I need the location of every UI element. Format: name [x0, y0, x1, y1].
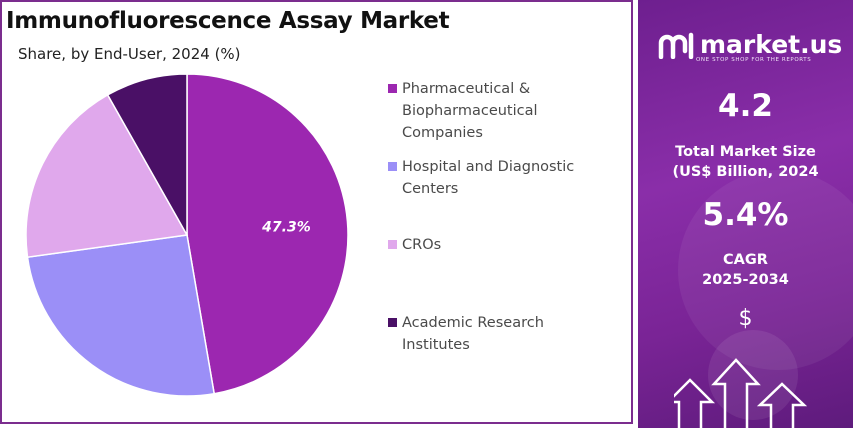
- chart-title: Immunofluorescence Assay Market: [6, 8, 450, 34]
- legend-swatch-3: [388, 318, 397, 327]
- pie-slice-1: [26, 234, 216, 397]
- legend-item-0: Pharmaceutical & Biopharmaceutical Compa…: [388, 78, 602, 144]
- legend-label-0: Pharmaceutical & Biopharmaceutical Compa…: [402, 81, 538, 141]
- legend-item-1: Hospital and Diagnostic Centers: [388, 156, 602, 200]
- legend-label-2: CROs: [402, 237, 442, 253]
- background-glow: [678, 170, 853, 370]
- legend-swatch-0: [388, 84, 397, 93]
- dollar-icon: $: [738, 306, 753, 331]
- cagr-label-line-2: 2025-2034: [702, 272, 789, 288]
- stats-sidebar: market.us ONE STOP SHOP FOR THE REPORTS …: [638, 0, 853, 428]
- brand-logo: market.us: [658, 30, 842, 59]
- legend-label-1: Hospital and Diagnostic Centers: [402, 159, 575, 197]
- market-size-label-line-1: Total Market Size: [675, 144, 816, 160]
- brand-name: market.us: [700, 30, 843, 59]
- cagr-label-line-1: CAGR: [723, 252, 768, 268]
- market-size-value: 4.2: [718, 88, 773, 124]
- chart-subtitle: Share, by End-User, 2024 (%): [18, 45, 241, 63]
- pie-data-label-0: 47.3%: [261, 220, 311, 236]
- market-us-logo-icon: [658, 32, 694, 59]
- pie-slice-3: [106, 73, 188, 238]
- legend-item-3: Academic Research Institutes: [388, 312, 602, 356]
- market-size-label: Total Market Size (US$ Billion, 2024: [638, 142, 853, 182]
- growth-arrows-icon: [674, 358, 808, 428]
- legend-label-3: Academic Research Institutes: [402, 315, 544, 353]
- pie-slice-2: [25, 93, 189, 259]
- brand-tagline: ONE STOP SHOP FOR THE REPORTS: [696, 57, 812, 63]
- cagr-label: CAGR 2025-2034: [638, 250, 853, 290]
- pie-slice-0: [186, 73, 349, 395]
- pie-chart: 47.3%: [25, 73, 349, 397]
- cagr-value: 5.4%: [702, 197, 789, 233]
- legend-swatch-2: [388, 240, 397, 249]
- legend-item-2: CROs: [388, 234, 602, 256]
- legend-swatch-1: [388, 162, 397, 171]
- market-size-label-line-2: (US$ Billion, 2024: [672, 164, 819, 180]
- chart-panel: Immunofluorescence Assay Market Share, b…: [0, 0, 633, 424]
